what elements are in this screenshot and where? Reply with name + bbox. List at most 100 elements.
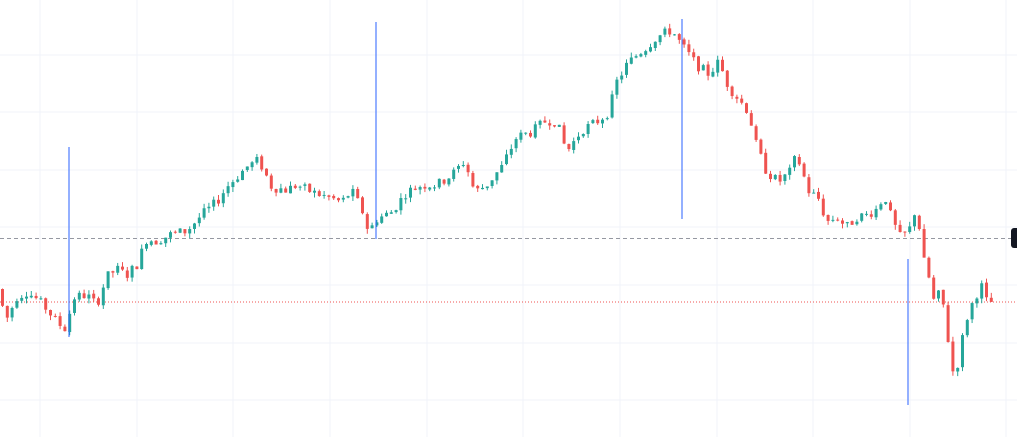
candle-down xyxy=(361,197,364,214)
candle-down xyxy=(687,44,691,53)
candle-up xyxy=(577,136,580,141)
candle-down xyxy=(53,315,57,317)
candle-up xyxy=(572,141,576,150)
candle-up xyxy=(855,221,859,225)
candle-up xyxy=(783,174,787,181)
candle-up xyxy=(961,335,964,368)
candle-up xyxy=(788,167,792,175)
candle-down xyxy=(692,52,696,58)
candle-down xyxy=(356,189,360,199)
candle-up xyxy=(610,94,614,118)
candle-up xyxy=(519,132,523,140)
candle-down xyxy=(442,179,446,184)
candle-up xyxy=(615,79,619,95)
candle-down xyxy=(721,59,724,72)
candle-up xyxy=(399,198,403,211)
candle-up xyxy=(812,192,816,194)
candle-down xyxy=(476,185,480,189)
candle-up xyxy=(101,287,105,306)
candle-up xyxy=(874,208,878,218)
candle-down xyxy=(173,231,177,233)
candle-up xyxy=(533,124,537,138)
candle-up xyxy=(255,156,259,163)
candle-up xyxy=(298,186,302,188)
candle-down xyxy=(466,164,470,173)
candle-up xyxy=(428,187,432,190)
candle-down xyxy=(183,229,187,234)
candle-down xyxy=(327,195,331,197)
candle-down xyxy=(293,185,297,188)
candle-down xyxy=(869,214,873,217)
candle-up xyxy=(514,139,518,149)
candle-up xyxy=(452,169,456,179)
candle-down xyxy=(337,198,340,201)
candle-down xyxy=(548,123,552,126)
candle-up xyxy=(956,367,960,372)
candle-up xyxy=(649,47,652,52)
candle-down xyxy=(154,240,158,245)
candle-up xyxy=(879,204,883,210)
candle-up xyxy=(437,178,441,188)
candle-down xyxy=(34,295,38,299)
candle-down xyxy=(927,257,931,278)
candle-down xyxy=(807,177,811,194)
candle-up xyxy=(380,216,384,223)
candle-up xyxy=(130,265,134,278)
candle-up xyxy=(605,118,609,120)
candle-down xyxy=(821,198,825,216)
candle-down xyxy=(735,96,739,99)
candle-up xyxy=(620,75,624,80)
candle-up xyxy=(591,120,595,124)
candle-down xyxy=(932,277,936,299)
candle-up xyxy=(385,212,388,217)
candle-down xyxy=(706,64,710,76)
candle-up xyxy=(913,215,916,227)
candle-down xyxy=(217,199,220,204)
candle-up xyxy=(188,229,192,234)
candle-up xyxy=(490,180,494,186)
candle-down xyxy=(97,298,100,305)
candle-down xyxy=(471,173,475,187)
candle-up xyxy=(673,34,676,36)
candle-up xyxy=(394,210,398,213)
candle-down xyxy=(269,175,273,189)
candle-up xyxy=(193,223,196,229)
candle-down xyxy=(413,188,417,190)
candle-down xyxy=(135,266,139,270)
candle-down xyxy=(308,183,312,192)
candle-up xyxy=(250,162,254,168)
candle-up xyxy=(25,296,28,299)
candle-up xyxy=(10,308,14,318)
candle-down xyxy=(889,202,892,211)
candle-up xyxy=(586,124,590,134)
candle-up xyxy=(145,243,148,249)
candle-down xyxy=(941,289,945,305)
candle-up xyxy=(937,290,940,299)
candle-down xyxy=(44,298,48,310)
candle-up xyxy=(625,62,628,75)
candle-down xyxy=(769,173,772,180)
candle-down xyxy=(946,305,950,343)
candle-up xyxy=(106,271,110,289)
candle-up xyxy=(389,212,393,214)
candle-up xyxy=(197,217,201,224)
candle-down xyxy=(797,156,801,165)
candle-down xyxy=(745,103,748,113)
candle-up xyxy=(116,265,120,273)
candle-up xyxy=(773,174,777,180)
candle-down xyxy=(951,341,955,372)
candle-up xyxy=(639,54,643,57)
candle-down xyxy=(898,224,902,232)
price-axis-badge xyxy=(1011,228,1017,248)
candle-up xyxy=(500,164,504,173)
candle-up xyxy=(524,132,528,134)
candle-down xyxy=(778,174,782,182)
candle-down xyxy=(317,191,321,197)
candle-down xyxy=(802,163,806,177)
candle-up xyxy=(557,124,561,127)
candle-down xyxy=(543,120,547,123)
candle-down xyxy=(917,215,921,230)
candle-up xyxy=(831,219,835,221)
candle-up xyxy=(159,243,163,245)
